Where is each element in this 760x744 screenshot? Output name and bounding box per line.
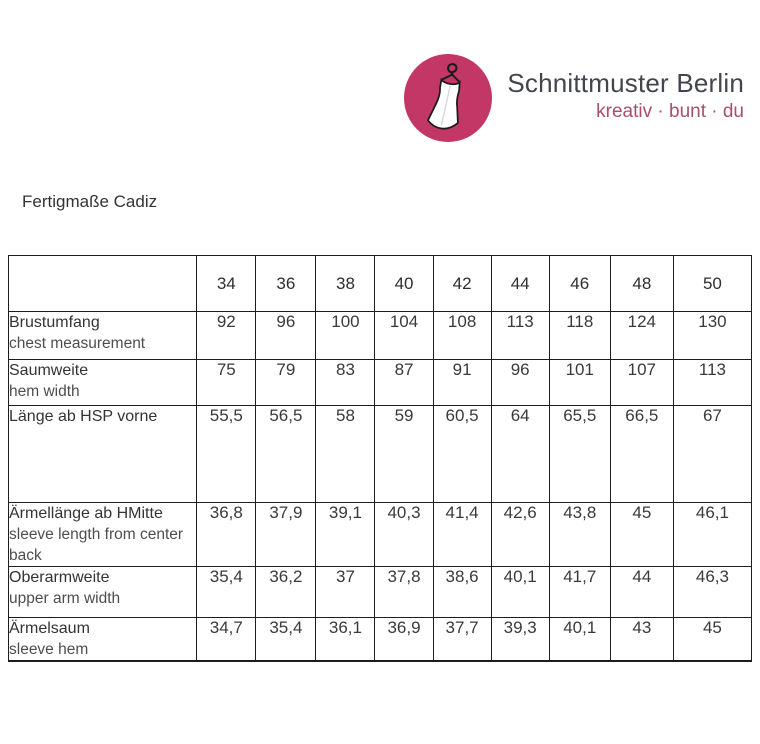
table-row: Oberarmweite upper arm width 35,4 36,2 37 37,… — [7, 566, 753, 618]
measurement-value-cell: 75 — [196, 359, 257, 406]
measurement-value-cell: 60,5 — [432, 405, 492, 503]
measurement-value-cell: 46,1 — [672, 502, 753, 567]
measurement-value-cell: 130 — [672, 311, 753, 360]
measurement-label-de: Brustumfang — [9, 314, 100, 331]
measurement-value-cell: 37 — [315, 566, 376, 618]
measurement-value-cell: 37,7 — [432, 617, 492, 662]
measurement-value-cell: 39,1 — [315, 502, 376, 567]
measurement-value-cell: 96 — [490, 359, 550, 406]
measurement-value-cell: 91 — [432, 359, 492, 406]
table-row: Länge ab HSP vorne 55,5 56,5 58 59 60,5 64 65,5… — [7, 405, 753, 503]
size-column-header: 38 — [315, 255, 376, 312]
table-row: Brustumfang chest measurement 92 96 100 104 10… — [7, 311, 753, 360]
measurement-value-cell: 36,1 — [315, 617, 376, 662]
measurement-label-cell: Oberarmweite upper arm width — [7, 566, 198, 618]
size-column-header: 34 — [196, 255, 257, 312]
measurement-value-cell: 43 — [609, 617, 674, 662]
measurement-value-cell: 34,7 — [196, 617, 257, 662]
measurement-value-cell: 36,2 — [255, 566, 317, 618]
measurement-value-cell: 113 — [490, 311, 550, 360]
measurement-label-de: Ärmelsaum — [9, 620, 90, 637]
measurement-value-cell: 41,7 — [548, 566, 611, 618]
measurement-value-cell: 40,3 — [374, 502, 434, 567]
brand-tagline: kreativ · bunt · du — [596, 101, 744, 122]
measurement-value-cell: 58 — [315, 405, 376, 503]
measurement-value-cell: 113 — [672, 359, 753, 406]
measurement-value-cell: 35,4 — [196, 566, 257, 618]
measurement-label-en: sleeve hem — [9, 641, 89, 658]
measurement-label-cell: Ärmellänge ab HMitte sleeve length from c… — [7, 502, 198, 567]
measurement-label-en: upper arm width — [9, 590, 121, 607]
measurement-value-cell: 96 — [255, 311, 317, 360]
measurement-value-cell: 36,8 — [196, 502, 257, 567]
measurement-value-cell: 41,4 — [432, 502, 492, 567]
measurement-value-cell: 79 — [255, 359, 317, 406]
measurement-value-cell: 40,1 — [490, 566, 550, 618]
measurement-label-cell: Ärmelsaum sleeve hem — [7, 617, 198, 662]
measurement-label-en: sleeve length from center back — [9, 526, 184, 564]
measurement-value-cell: 83 — [315, 359, 376, 406]
size-table: 34 36 38 40 42 44 46 48 50 Brustumfang chest measu… — [7, 255, 753, 662]
brand-name: Schnittmuster Berlin — [507, 68, 744, 98]
measurement-value-cell: 65,5 — [548, 405, 611, 503]
table-row: Saumweite hem width 75 79 83 87 91 96 101 107 113 — [7, 359, 753, 406]
measurement-value-cell: 118 — [548, 311, 611, 360]
measurement-value-cell: 66,5 — [609, 405, 674, 503]
measurement-value-cell: 37,8 — [374, 566, 434, 618]
size-column-header: 44 — [490, 255, 550, 312]
measurement-value-cell: 45 — [672, 617, 753, 662]
measurement-value-cell: 44 — [609, 566, 674, 618]
measurement-label-cell: Brustumfang chest measurement — [7, 311, 198, 360]
table-row: Ärmellänge ab HMitte sleeve length from c… — [7, 502, 753, 567]
measurement-value-cell: 40,1 — [548, 617, 611, 662]
measurement-label-cell: Saumweite hem width — [7, 359, 198, 406]
measurement-value-cell: 37,9 — [255, 502, 317, 567]
table-row: Ärmelsaum sleeve hem 34,7 35,4 36,1 36,9 37,7 3… — [7, 617, 753, 662]
measurement-label-de: Saumweite — [9, 362, 89, 379]
measurement-value-cell: 101 — [548, 359, 611, 406]
measurement-value-cell: 55,5 — [196, 405, 257, 503]
measurement-label-de: Länge ab HSP vorne — [9, 408, 158, 425]
measurement-value-cell: 39,3 — [490, 617, 550, 662]
measurement-value-cell: 36,9 — [374, 617, 434, 662]
measurement-value-cell: 56,5 — [255, 405, 317, 503]
corner-cell — [7, 255, 198, 312]
measurement-value-cell: 124 — [609, 311, 674, 360]
measurement-value-cell: 42,6 — [490, 502, 550, 567]
size-column-header: 42 — [432, 255, 492, 312]
measurement-label-en: hem width — [9, 383, 80, 400]
measurement-value-cell: 104 — [374, 311, 434, 360]
size-column-header: 36 — [255, 255, 317, 312]
measurement-value-cell: 108 — [432, 311, 492, 360]
measurement-label-en: chest measurement — [9, 335, 146, 352]
measurement-label-de: Oberarmweite — [9, 569, 110, 586]
size-column-header: 40 — [374, 255, 434, 312]
size-header-row: 34 36 38 40 42 44 46 48 50 — [7, 255, 753, 312]
measurement-value-cell: 46,3 — [672, 566, 753, 618]
page-title: Fertigmaße Cadiz — [22, 192, 158, 211]
measurement-value-cell: 100 — [315, 311, 376, 360]
size-column-header: 50 — [672, 255, 753, 312]
measurement-value-cell: 59 — [374, 405, 434, 503]
measurement-value-cell: 107 — [609, 359, 674, 406]
measurement-value-cell: 43,8 — [548, 502, 611, 567]
dress-on-hanger-icon — [404, 54, 492, 142]
measurement-value-cell: 35,4 — [255, 617, 317, 662]
measurement-value-cell: 87 — [374, 359, 434, 406]
size-column-header: 46 — [548, 255, 611, 312]
measurement-value-cell: 38,6 — [432, 566, 492, 618]
brand-logo: Schnittmuster Berlin kreativ · bunt · du — [404, 54, 744, 142]
measurement-value-cell: 45 — [609, 502, 674, 567]
measurement-label-cell: Länge ab HSP vorne — [7, 405, 198, 503]
measurement-value-cell: 92 — [196, 311, 257, 360]
size-column-header: 48 — [609, 255, 674, 312]
measurement-label-de: Ärmellänge ab HMitte — [9, 505, 163, 522]
measurement-value-cell: 67 — [672, 405, 753, 503]
measurement-value-cell: 64 — [490, 405, 550, 503]
